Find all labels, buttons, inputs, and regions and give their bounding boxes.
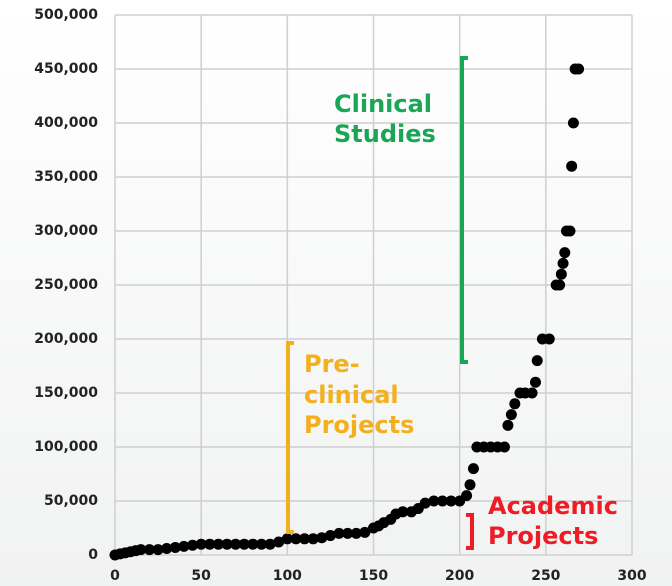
- point: [135, 544, 147, 556]
- point: [498, 441, 510, 453]
- annotation: Studies: [334, 120, 436, 148]
- bracket: [466, 513, 474, 550]
- point: [221, 538, 233, 550]
- point: [169, 541, 181, 553]
- point: [397, 506, 409, 518]
- point: [502, 419, 514, 431]
- point: [247, 538, 259, 550]
- point: [316, 532, 328, 544]
- point: [152, 544, 164, 556]
- point: [467, 463, 479, 475]
- point: [187, 539, 199, 551]
- point: [555, 268, 567, 280]
- point: [342, 527, 354, 539]
- point: [428, 495, 440, 507]
- y-tick-label: 250,000: [34, 277, 98, 293]
- point: [543, 333, 555, 345]
- point: [419, 497, 431, 509]
- point: [307, 533, 319, 545]
- point: [573, 63, 585, 75]
- point: [161, 543, 173, 555]
- x-tick-label: 150: [359, 568, 388, 584]
- point: [238, 538, 250, 550]
- point: [529, 376, 541, 388]
- point: [557, 257, 569, 269]
- point: [531, 355, 543, 367]
- annotation: Clinical: [334, 90, 432, 118]
- point: [461, 490, 473, 502]
- point: [264, 538, 276, 550]
- point: [273, 536, 285, 548]
- point: [281, 533, 293, 545]
- point: [212, 538, 224, 550]
- y-tick-label: 0: [88, 547, 98, 563]
- point: [255, 538, 267, 550]
- point: [559, 247, 571, 259]
- points: [109, 63, 585, 561]
- point: [290, 533, 302, 545]
- point: [230, 538, 242, 550]
- point: [566, 160, 578, 172]
- y-tick-label: 450,000: [34, 61, 98, 77]
- y-tick-label: 300,000: [34, 223, 98, 239]
- point: [554, 279, 566, 291]
- y-tick-label: 50,000: [44, 493, 98, 509]
- point: [567, 117, 579, 129]
- point: [350, 527, 362, 539]
- y-tick-label: 150,000: [34, 385, 98, 401]
- point: [505, 409, 517, 421]
- point: [526, 387, 538, 399]
- x-tick-label: 250: [531, 568, 560, 584]
- grid: 0 50,000 100,000 150,000 200,000 250,000 300,0…: [34, 7, 647, 584]
- point: [445, 495, 457, 507]
- bracket: [460, 56, 468, 364]
- y-tick-label: 400,000: [34, 115, 98, 131]
- y-tick-label: 200,000: [34, 331, 98, 347]
- y-tick-label: 100,000: [34, 439, 98, 455]
- point: [509, 398, 521, 410]
- x-tick-label: 50: [191, 568, 211, 584]
- point: [359, 526, 371, 538]
- annotation: Projects: [488, 522, 598, 550]
- point: [564, 225, 576, 237]
- point: [143, 544, 155, 556]
- point: [436, 495, 448, 507]
- x-tick-label: 100: [273, 568, 302, 584]
- point: [333, 527, 345, 539]
- bracket: [286, 341, 294, 534]
- x-tick-label: 200: [445, 568, 474, 584]
- point: [464, 479, 476, 491]
- point: [324, 530, 336, 542]
- y-tick-label: 350,000: [34, 169, 98, 185]
- point: [299, 533, 311, 545]
- point: [195, 538, 207, 550]
- point: [204, 538, 216, 550]
- annotation: clinical: [304, 381, 399, 409]
- x-tick-label: 0: [110, 568, 120, 584]
- annotation: Academic: [488, 492, 618, 520]
- point: [178, 540, 190, 552]
- y-tick-label: 500,000: [34, 7, 98, 23]
- annotation: Pre-: [304, 350, 360, 378]
- annotation: Projects: [304, 411, 414, 439]
- x-tick-label: 300: [617, 568, 646, 584]
